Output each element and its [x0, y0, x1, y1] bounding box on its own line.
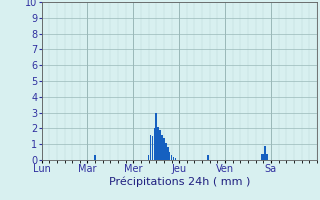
Bar	[152, 136, 153, 160]
Bar	[262, 154, 264, 160]
Bar	[266, 154, 268, 160]
Bar	[165, 143, 167, 160]
Bar	[163, 138, 165, 160]
Bar	[154, 128, 155, 160]
X-axis label: Précipitations 24h ( mm ): Précipitations 24h ( mm )	[108, 177, 250, 187]
Bar	[167, 147, 169, 160]
Bar	[150, 135, 151, 160]
Bar	[207, 155, 209, 160]
Bar	[169, 152, 171, 160]
Bar	[94, 155, 96, 160]
Bar	[159, 130, 161, 160]
Bar	[264, 146, 266, 160]
Bar	[156, 113, 157, 160]
Bar	[157, 127, 159, 160]
Bar	[161, 135, 163, 160]
Bar	[173, 157, 174, 160]
Bar	[260, 154, 262, 160]
Bar	[175, 158, 176, 160]
Bar	[171, 155, 172, 160]
Bar	[148, 155, 149, 160]
